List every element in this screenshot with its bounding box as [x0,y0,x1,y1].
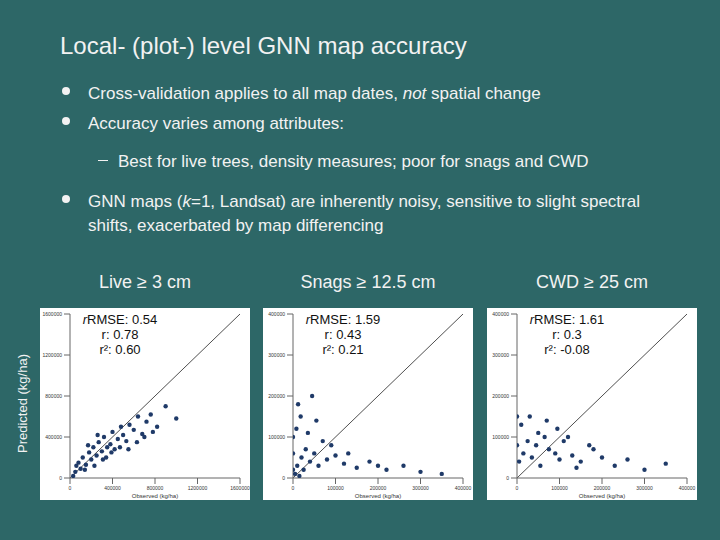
html-text:r²: 0.21: r²: 0.21 [322,342,364,357]
svg-text:100000: 100000 [268,434,285,440]
svg-text:300000: 300000 [636,485,653,491]
svg-text:300000: 300000 [492,352,509,358]
svg-text:100000: 100000 [492,434,509,440]
html-text:r: 0.3: r: 0.3 [552,327,582,342]
html-text:Best for live trees, density m: Best for live trees, density measures; p… [118,152,589,171]
svg-text:100000: 100000 [327,485,344,491]
html-text:r²: 0.60: r²: 0.60 [99,342,141,357]
svg-text:400000: 400000 [492,311,509,317]
html-text:Accuracy varies among attribut: Accuracy varies among attributes: [88,114,345,133]
svg-text:0: 0 [506,475,509,481]
svg-text:400000: 400000 [104,485,121,491]
svg-text:1200000: 1200000 [43,352,63,358]
svg-text:200000: 200000 [370,485,387,491]
svg-text:800000: 800000 [147,485,164,491]
svg-text:0: 0 [282,475,285,481]
html-text:r²: -0.08: r²: -0.08 [544,342,590,357]
svg-text:0: 0 [59,475,62,481]
svg-text:Observed (kg/ha): Observed (kg/ha) [132,493,178,499]
svg-text:200000: 200000 [594,485,611,491]
svg-text:1200000: 1200000 [188,485,208,491]
svg-text:400000: 400000 [268,311,285,317]
html-text:GNN maps (k =1, Landsat) are i: GNN maps (k =1, Landsat) are inherently … [88,192,640,235]
svg-text:800000: 800000 [45,393,62,399]
svg-text:Observed (kg/ha): Observed (kg/ha) [355,493,401,499]
html-text:Cross-validation applies to al: Cross-validation applies to all map date… [88,84,541,103]
svg-text:300000: 300000 [412,485,429,491]
html-text:Local- (plot-) level GNN map a: Local- (plot-) level GNN map accuracy [60,32,467,59]
svg-text:400000: 400000 [45,434,62,440]
svg-text:300000: 300000 [268,352,285,358]
html-text:r RMSE: 1.61: r RMSE: 1.61 [529,312,605,327]
html-text:CWD ≥ 25 cm: CWD ≥ 25 cm [536,272,648,292]
html-text:Predicted (kg/ha): Predicted (kg/ha) [14,354,30,453]
html-text:r: 0.78: r: 0.78 [101,327,139,342]
svg-text:1600000: 1600000 [230,485,250,491]
html-text:r RMSE: 0.54: r RMSE: 0.54 [82,312,158,327]
html-text:r: 0.43: r: 0.43 [324,327,362,342]
svg-text:1600000: 1600000 [43,311,63,317]
svg-text:200000: 200000 [268,393,285,399]
svg-text:100000: 100000 [551,485,568,491]
html-text:Live ≥ 3 cm: Live ≥ 3 cm [99,272,191,292]
svg-text:0: 0 [69,485,72,491]
svg-text:200000: 200000 [492,393,509,399]
svg-text:0: 0 [292,485,295,491]
svg-text:400000: 400000 [455,485,472,491]
html-text:r RMSE: 1.59: r RMSE: 1.59 [305,312,381,327]
svg-text:400000: 400000 [679,485,696,491]
svg-text:Observed (kg/ha): Observed (kg/ha) [579,493,625,499]
html-text:Snags ≥ 12.5 cm: Snags ≥ 12.5 cm [300,272,436,292]
svg-text:0: 0 [516,485,519,491]
